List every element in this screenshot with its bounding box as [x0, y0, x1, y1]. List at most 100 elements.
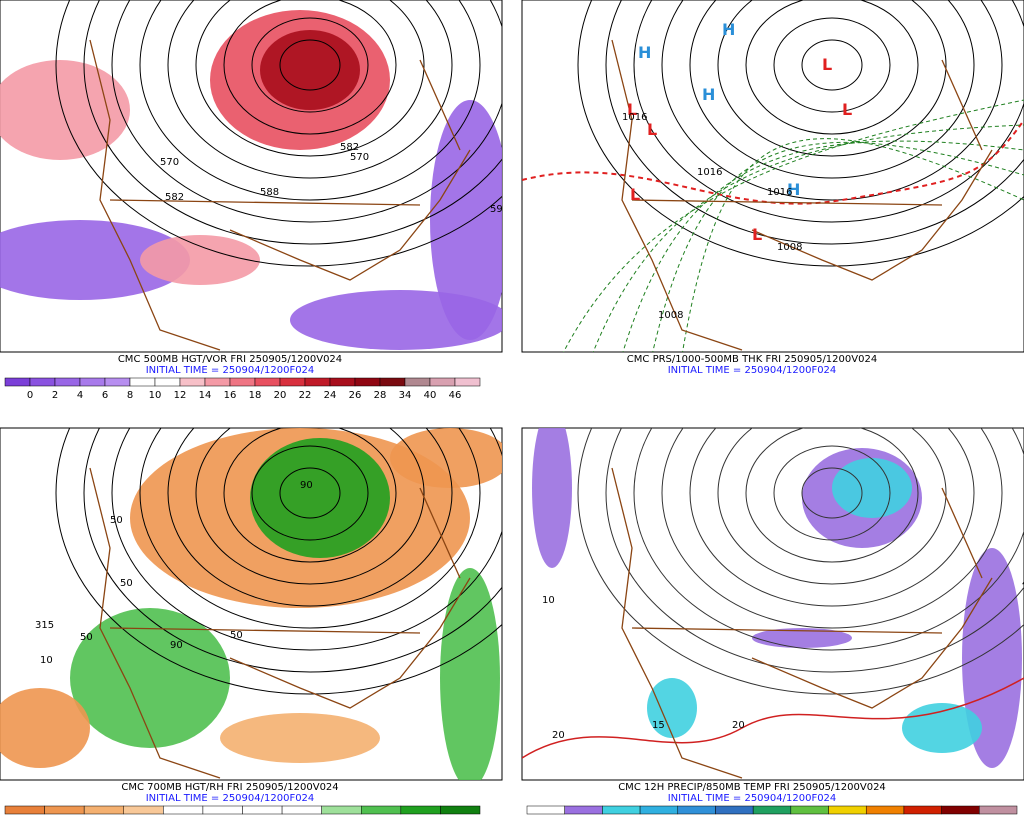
colorbar-box	[163, 805, 204, 815]
colorbar-label: 24	[324, 390, 337, 401]
map-caption: CMC 12H PRECIP/850MB TEMP FRI 250905/120…	[618, 782, 886, 793]
colorbar-box	[865, 805, 905, 815]
field-shading	[260, 30, 360, 110]
colorbar-box	[400, 805, 441, 815]
contour	[661, 428, 1003, 629]
colorbar-box	[429, 377, 456, 387]
colorbar-box	[79, 377, 106, 387]
colorbar-box	[242, 805, 283, 815]
contour	[717, 428, 947, 585]
map-label: H	[638, 43, 651, 62]
map-label: 582	[165, 192, 184, 203]
map-label: 59	[490, 204, 503, 215]
init-time: INITIAL TIME = 250904/1200F024	[668, 793, 837, 804]
colorbar-box	[44, 805, 85, 815]
contour	[689, 428, 975, 607]
colorbar-label: 34	[399, 390, 412, 401]
map-label: 315	[35, 620, 54, 631]
contour	[801, 467, 863, 519]
colorbar-label: 20	[274, 390, 287, 401]
contour	[577, 428, 1024, 695]
colorbar-box	[254, 377, 281, 387]
coastline	[89, 39, 471, 351]
map-label: 15	[652, 720, 665, 731]
contour	[279, 467, 341, 519]
contour	[279, 39, 341, 91]
map-content	[0, 428, 502, 780]
field-shading	[390, 428, 502, 488]
colorbar-label: 22	[299, 390, 312, 401]
map-content	[0, 0, 502, 351]
field-shading	[0, 220, 190, 300]
map-label: 50	[110, 515, 123, 526]
map-label: 90	[300, 480, 313, 491]
colorbar-box	[404, 377, 431, 387]
colorbar-box	[54, 377, 81, 387]
field-shading	[430, 100, 502, 340]
map-caption: CMC PRS/1000-500MB THK FRI 250905/1200V0…	[627, 354, 877, 365]
contour	[605, 0, 1024, 245]
colorbar-box	[361, 805, 402, 815]
map-label: L	[822, 55, 832, 74]
field-shading	[752, 628, 852, 648]
map-content	[522, 428, 1024, 779]
map-label: 1016	[767, 187, 792, 198]
colorbar-box	[329, 377, 356, 387]
map-label: L	[627, 100, 637, 119]
colorbar-box	[379, 377, 406, 387]
colorbar-box	[677, 805, 716, 815]
contour	[717, 0, 947, 157]
field-shading	[440, 568, 500, 780]
map-label: 50	[230, 630, 243, 641]
colorbar-label: 8	[127, 390, 133, 401]
colorbar-label: 46	[449, 390, 462, 401]
map-label: 1008	[777, 242, 802, 253]
colorbar-label: 16	[224, 390, 237, 401]
contour	[251, 17, 369, 113]
colorbar-box	[526, 805, 565, 815]
colorbar-box	[321, 805, 362, 815]
map-label: 570	[350, 152, 369, 163]
colorbar-box	[440, 805, 481, 815]
contour	[167, 428, 453, 607]
colorbar-box	[4, 377, 31, 387]
colorbar-label: 28	[374, 390, 387, 401]
colorbar-label: 18	[249, 390, 262, 401]
map-label: 1016	[622, 112, 647, 123]
colorbar-box	[715, 805, 754, 815]
colorbar-box	[828, 805, 867, 815]
colorbar-label: 40	[424, 390, 437, 401]
map-label: H	[702, 85, 715, 104]
contour	[139, 428, 481, 629]
map-label: 50	[120, 578, 133, 589]
map-label: L	[842, 100, 852, 119]
map-label: H	[787, 180, 800, 199]
colorbar-box	[602, 805, 641, 815]
map-label: 1016	[697, 167, 722, 178]
contour	[83, 428, 502, 673]
map-label: 46	[1022, 578, 1024, 589]
map-caption: CMC 500MB HGT/VOR FRI 250905/1200V024	[118, 354, 342, 365]
map-background	[521, 0, 1024, 353]
colorbar-box	[790, 805, 829, 815]
contour	[633, 428, 1024, 651]
colorbar-box	[123, 805, 164, 815]
contour	[689, 0, 975, 179]
colorbar-box	[354, 377, 381, 387]
colorbar-label: 14	[199, 390, 212, 401]
colorbar-box	[639, 805, 679, 815]
contour	[111, 428, 502, 651]
colorbar-box	[154, 377, 181, 387]
colorbar-label: 10	[149, 390, 162, 401]
map-label: L	[752, 225, 762, 244]
field-shading	[290, 290, 502, 350]
thickness-line	[522, 119, 1024, 205]
colorbar-label: 26	[349, 390, 362, 401]
colorbar-box	[83, 805, 124, 815]
colorbar-box	[204, 377, 231, 387]
map-panel: 50 50 90 315 10 50 90 50 CMC 700MB HGT/RH FRI 25…	[0, 427, 503, 823]
field-shading	[250, 438, 390, 558]
init-time: INITIAL TIME = 250904/1200F024	[668, 365, 837, 376]
